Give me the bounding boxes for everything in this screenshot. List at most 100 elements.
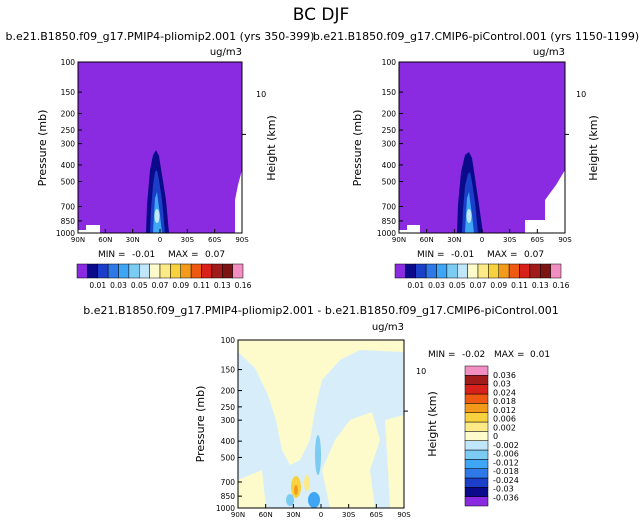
panel-1-colorbar-label: 0.03 bbox=[110, 281, 127, 290]
panel-2-colorbar-swatch bbox=[446, 263, 458, 279]
panel-3-lat-tick-label: 30S bbox=[342, 511, 356, 519]
panel-3-colorbar-swatch bbox=[464, 449, 489, 460]
panel-1-colorbar-swatch bbox=[222, 263, 233, 279]
panel-3-anomaly-light-yellow bbox=[304, 475, 310, 491]
panel-3-min-value: -0.02 bbox=[462, 350, 485, 360]
panel-1-colorbar-swatch bbox=[232, 263, 244, 279]
panel-2-pressure-tick-label: 250 bbox=[382, 126, 397, 135]
panel-1-pressure-tick-label: 1000 bbox=[56, 229, 75, 238]
panel-2-lat-tick-label: 0 bbox=[480, 236, 484, 244]
panel-1-lat-tick-label: 0 bbox=[158, 236, 162, 244]
panel-2-lat-tick-label: 30S bbox=[503, 236, 517, 244]
panel-3-colorbar-swatch bbox=[464, 403, 489, 413]
panel-2-colorbar-swatch bbox=[436, 263, 448, 279]
panel-1-colorbar-swatch bbox=[211, 263, 223, 279]
panel-1-colorbar-swatch bbox=[118, 263, 130, 279]
panel-3-anomaly-blue-surface bbox=[308, 492, 320, 508]
panel-1-pressure-tick-label: 100 bbox=[61, 58, 76, 67]
panel-3-anomaly-blue-column bbox=[315, 435, 321, 475]
panel-2-colorbar-swatch bbox=[488, 263, 499, 279]
panel-1-colorbar-swatch bbox=[159, 263, 171, 279]
panel-2-pressure-tick-label: 150 bbox=[382, 88, 397, 97]
panel-3-colorbar-swatch bbox=[464, 375, 489, 385]
panel-1-lat-tick-label: 60N bbox=[98, 236, 112, 244]
panel-3-ylabel-right: Height (km) bbox=[426, 391, 439, 457]
panel-3-colorbar-label: 0.03 bbox=[493, 380, 511, 389]
main-title: BC DJF bbox=[293, 5, 350, 25]
panel-2-colorbar-label: 0.16 bbox=[553, 281, 570, 290]
panel-2-pressure-tick-label: 500 bbox=[382, 178, 397, 187]
panel-2-pressure-tick-label: 850 bbox=[382, 217, 397, 226]
panel-1-colorbar-swatch bbox=[97, 263, 109, 279]
panel-2-lat-tick-label: 30N bbox=[447, 236, 461, 244]
panel-1-colorbar-label: 0.11 bbox=[193, 281, 210, 290]
panel-2-max-value: 0.07 bbox=[524, 250, 544, 260]
panel-2-colorbar-label: 0.01 bbox=[407, 281, 424, 290]
panel-3-colorbar-swatch bbox=[464, 365, 489, 376]
panel-2-min-value: -0.01 bbox=[451, 250, 474, 260]
panel-1: b.e21.B1850.f09_g17.PMIP4-pliomip2.001 (… bbox=[6, 30, 315, 260]
panel-3-lat-tick-label: 60S bbox=[370, 511, 384, 519]
panel-3-colorbar-swatch bbox=[464, 393, 489, 404]
panel-3-pressure-tick-label: 300 bbox=[221, 416, 236, 425]
panel-3-title: b.e21.B1850.f09_g17.PMIP4-pliomip2.001 -… bbox=[83, 304, 559, 317]
panel-3-lat-tick-label: 90N bbox=[231, 511, 245, 519]
panel-2-colorbar-label: 0.03 bbox=[428, 281, 445, 290]
panel-3-max-value: 0.01 bbox=[530, 350, 550, 360]
panel-2-ylabel-right: Height (km) bbox=[587, 115, 600, 181]
panel-1-colorbar-label: 0.13 bbox=[214, 281, 231, 290]
panel-2: b.e21.B1850.f09_g17.CMIP6-piControl.001 … bbox=[313, 30, 639, 260]
panel-1-colorbar-swatch bbox=[201, 263, 213, 279]
panel-3-lat-tick-label: 30N bbox=[286, 511, 300, 519]
panel-3-positive-right-edge bbox=[385, 415, 404, 508]
panel-2-pressure-tick-label: 300 bbox=[382, 140, 397, 149]
panel-1-colorbar-label: 0.09 bbox=[172, 281, 189, 290]
panel-2-colorbar-label: 0.09 bbox=[490, 281, 507, 290]
panel-3-colorbar-label: -0.006 bbox=[493, 450, 519, 459]
panel-3-units: ug/m3 bbox=[372, 322, 404, 333]
panel-1-colorbar-swatch bbox=[190, 263, 202, 279]
panel-2-lat-tick-label: 60N bbox=[420, 236, 434, 244]
panel-1-pressure-tick-label: 850 bbox=[61, 217, 76, 226]
panel-2-colorbar-swatch bbox=[425, 263, 437, 279]
panel-1-colorbar-swatch bbox=[170, 263, 181, 279]
panel-3-colorbar-label: 0.002 bbox=[493, 423, 516, 432]
panel-1-pressure-tick-label: 200 bbox=[61, 109, 76, 118]
panel-3-colorbar-swatch bbox=[464, 477, 489, 488]
panel-3-pressure-tick-label: 500 bbox=[221, 453, 236, 462]
panel-2-max-label: MAX = bbox=[487, 250, 518, 260]
panel-1-max-value: 0.07 bbox=[205, 250, 225, 260]
panel-2-colorbar-label: 0.13 bbox=[532, 281, 549, 290]
panel-1-colorbar-swatch bbox=[149, 263, 161, 279]
panel-2-colorbar-swatch bbox=[519, 263, 531, 279]
panel-2-field-background bbox=[399, 62, 565, 233]
panel-1-colorbar-label: 0.16 bbox=[235, 281, 252, 290]
panel-2-colorbar-swatch bbox=[529, 263, 541, 279]
panel-1-height-tick: 10 bbox=[256, 90, 266, 99]
panel-2-ylabel-left: Pressure (mb) bbox=[351, 110, 364, 187]
panel-3-colorbar-label: -0.012 bbox=[493, 458, 519, 467]
panel-3-anomaly-light-blue bbox=[286, 494, 294, 506]
panel-1-max-label: MAX = bbox=[168, 250, 199, 260]
panel-2-lat-tick-label: 60S bbox=[531, 236, 545, 244]
panel-3-height-tick: 10 bbox=[416, 367, 426, 376]
panel-1-pressure-tick-label: 150 bbox=[61, 88, 76, 97]
panel-1-pressure-tick-label: 300 bbox=[61, 140, 76, 149]
panel-1-title: b.e21.B1850.f09_g17.PMIP4-pliomip2.001 (… bbox=[6, 30, 315, 43]
panel-2-colorbar-swatch bbox=[457, 263, 468, 279]
panel-3-lat-tick-label: 0 bbox=[319, 511, 323, 519]
panel-3-colorbar-swatch bbox=[464, 431, 489, 441]
panel-2-plume-max bbox=[466, 209, 472, 223]
panel-1-units: ug/m3 bbox=[210, 47, 242, 58]
panel-2-pressure-tick-label: 100 bbox=[382, 58, 397, 67]
panel-3-positive-left-edge bbox=[238, 470, 266, 508]
panel-3-pressure-tick-label: 1000 bbox=[216, 504, 235, 513]
panel-3-colorbar-label: -0.002 bbox=[493, 441, 519, 450]
panel-2-masked-terrain-right bbox=[525, 170, 565, 233]
panel-2-colorbar-swatch bbox=[405, 263, 416, 279]
panel-2-lat-tick-label: 90N bbox=[392, 236, 406, 244]
panel-1-colorbar-swatch bbox=[139, 263, 150, 279]
panel-2-title: b.e21.B1850.f09_g17.CMIP6-piControl.001 … bbox=[313, 30, 639, 43]
panel-3-anomaly-orange bbox=[294, 485, 298, 495]
